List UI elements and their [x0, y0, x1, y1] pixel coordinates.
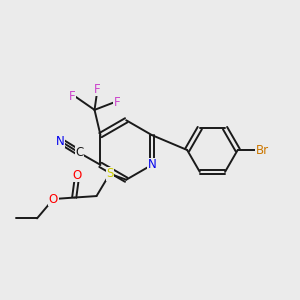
Text: F: F	[114, 96, 121, 109]
Text: Br: Br	[256, 143, 268, 157]
Text: S: S	[106, 167, 114, 180]
Text: C: C	[76, 146, 84, 160]
Text: O: O	[73, 169, 82, 182]
Text: N: N	[56, 135, 65, 148]
Text: N: N	[148, 158, 156, 171]
Text: F: F	[69, 90, 75, 103]
Text: F: F	[94, 82, 101, 96]
Text: O: O	[49, 193, 58, 206]
